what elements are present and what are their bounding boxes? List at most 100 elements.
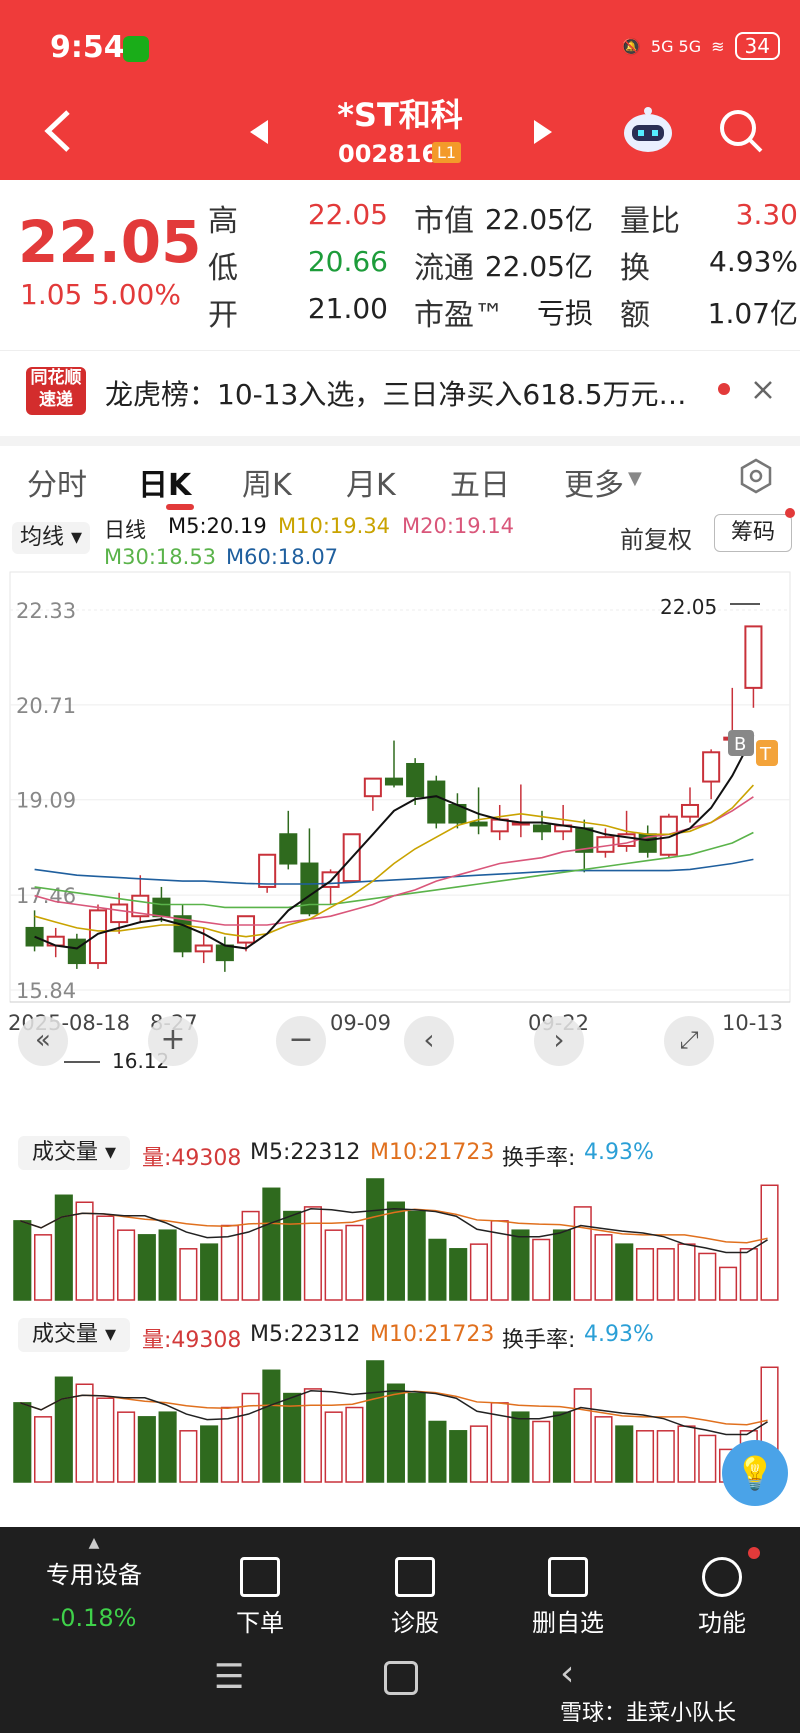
volume-bar (96, 1397, 115, 1483)
diagnose-button[interactable]: 诊股 (355, 1557, 475, 1638)
volume-m10-line (20, 1208, 768, 1244)
function-button[interactable]: 功能 (662, 1557, 782, 1638)
fullscreen-icon[interactable]: ⤢ (664, 1016, 714, 1066)
tab-daily-k[interactable]: 日K (138, 468, 192, 503)
candle-body (680, 803, 700, 818)
volume-bar (635, 1248, 655, 1301)
volume-bar (324, 1229, 343, 1301)
volume-bar (739, 1248, 758, 1301)
remove-watchlist-button[interactable]: 删自选 (508, 1557, 628, 1638)
candle-body (532, 824, 552, 833)
search-icon[interactable] (718, 108, 764, 154)
y-tick-label: 19.09 (16, 789, 76, 813)
volume-m5-line (20, 1390, 768, 1436)
top-header: 9:54 🔕 5G 5G ≋ 34 *ST和科 002816 L1 (0, 0, 800, 180)
volume-bar (34, 1234, 53, 1301)
volume-bar (324, 1411, 343, 1483)
volume-title-1: 成交量 (31, 1140, 98, 1165)
amount-value: 1.07亿 (707, 297, 798, 330)
high-value: 22.05 (307, 198, 388, 231)
settings-hex-icon[interactable] (738, 458, 774, 494)
volume-selector-2[interactable]: 成交量 ▾ (18, 1318, 130, 1352)
volume-bar (760, 1184, 779, 1301)
volume-bar (386, 1201, 405, 1301)
tab-more[interactable]: 更多 (564, 468, 624, 503)
back-arrow-icon[interactable] (42, 108, 72, 154)
volume-bar (366, 1178, 385, 1301)
sector-index[interactable]: ▲ 专用设备 -0.18% (24, 1535, 164, 1632)
robot-assistant-icon[interactable] (620, 105, 676, 155)
volume-bars-2 (13, 1360, 779, 1483)
scroll-right-icon[interactable]: › (534, 1016, 584, 1066)
menu-nav-icon[interactable]: ☰ (214, 1657, 245, 1697)
next-stock-icon[interactable] (532, 120, 552, 144)
volume-selector-1[interactable]: 成交量 ▾ (18, 1136, 130, 1170)
tab-weekly-k[interactable]: 周K (242, 468, 292, 503)
volume-bar (345, 1224, 364, 1301)
y-tick-label: 20.71 (16, 694, 76, 718)
volume-bar (615, 1425, 634, 1483)
function-dot (748, 1547, 760, 1559)
function-icon (702, 1557, 742, 1597)
volume-bar (573, 1388, 592, 1483)
mute-icon: 🔕 (620, 36, 641, 56)
news-ticker[interactable]: 同花顺 速递 龙虎榜：10-13入选，三日净买入618.5万元… (0, 350, 800, 427)
candle-body (25, 926, 44, 947)
ma20-value: M20:19.14 (402, 514, 515, 538)
volume-bar (96, 1215, 115, 1301)
candle-body (406, 762, 425, 798)
tab-monthly-k[interactable]: 月K (346, 468, 396, 503)
low-value: 20.66 (307, 245, 388, 278)
tab-five-day[interactable]: 五日 (450, 468, 510, 503)
rewind-icon[interactable]: « (18, 1016, 68, 1066)
period-tabs: 分时 日K 周K 月K 五日 更多 ▼ (0, 436, 800, 510)
network-label: 5G 5G (650, 36, 702, 56)
y-tick-label: 15.84 (16, 979, 76, 1003)
ma5-value: M5:20.19 (168, 514, 267, 538)
zoom-in-icon[interactable]: + (148, 1016, 198, 1066)
chip-button[interactable]: 筹码 (714, 514, 792, 552)
volume-bar (241, 1210, 260, 1301)
float-value: 22.05亿 (484, 250, 593, 283)
prev-stock-icon[interactable] (250, 120, 270, 144)
chevron-down-icon: ▼ (628, 468, 642, 489)
adjust-mode[interactable]: 前复权 (620, 526, 692, 554)
lightbulb-icon[interactable]: 💡 (722, 1440, 788, 1506)
level-badge: L1 (432, 142, 462, 163)
order-button[interactable]: 下单 (200, 1557, 320, 1638)
candle-body (215, 944, 234, 962)
price-change-pct: 5.00% (92, 278, 181, 311)
volume-bar (469, 1425, 489, 1483)
volume-bar (303, 1388, 322, 1483)
close-icon[interactable] (752, 379, 774, 401)
tab-intraday[interactable]: 分时 (27, 468, 87, 503)
scroll-left-icon[interactable]: ‹ (404, 1016, 454, 1066)
candle-body (300, 862, 319, 915)
unread-dot (718, 383, 730, 395)
volume-m10-1: M10:21723 (370, 1140, 495, 1165)
vol-ratio-value: 3.30 (735, 198, 798, 231)
news-text[interactable]: 龙虎榜：10-13入选，三日净买入618.5万元… (105, 378, 687, 411)
volume-bar (158, 1411, 177, 1483)
buy-marker (728, 730, 754, 756)
volume-bar (407, 1392, 426, 1483)
candle-body (258, 853, 277, 888)
volume-bar (137, 1234, 156, 1301)
candle-body (469, 821, 488, 827)
home-nav-icon[interactable] (384, 1661, 418, 1695)
zoom-out-icon[interactable]: − (276, 1016, 326, 1066)
open-value: 21.00 (307, 292, 388, 325)
volume-bar (552, 1411, 572, 1483)
high-label: 高 (208, 204, 238, 239)
back-nav-icon[interactable]: ‹ (560, 1653, 575, 1694)
ma-selector[interactable]: 均线 ▾ (12, 522, 90, 554)
volume-bar (137, 1416, 156, 1483)
notify-dot (785, 508, 795, 518)
volume-bar (386, 1383, 405, 1483)
volume-bar (677, 1243, 696, 1301)
volume-bar (75, 1201, 94, 1301)
amount-label: 额 (620, 298, 650, 333)
volume-bar (428, 1420, 447, 1483)
stock-name: *ST和科 (337, 96, 463, 134)
